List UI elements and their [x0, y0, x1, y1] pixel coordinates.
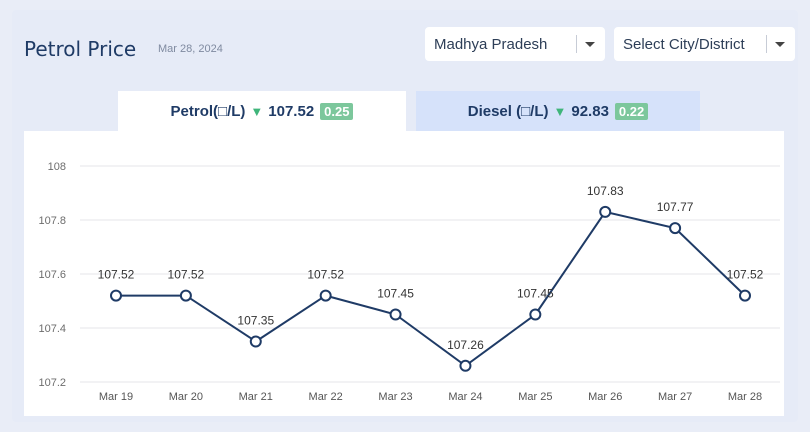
data-point [110, 289, 122, 302]
y-tick-label: 108 [48, 161, 66, 173]
city-select-placeholder: Select City/District [623, 35, 745, 53]
data-label: 107.52 [98, 268, 135, 282]
data-point [669, 222, 682, 235]
x-tick-label: Mar 19 [99, 391, 133, 403]
x-tick-label: Mar 22 [309, 391, 343, 403]
select-divider [576, 35, 577, 53]
chevron-down-icon [585, 41, 595, 47]
y-tick-label: 107.6 [38, 269, 66, 281]
data-label: 107.52 [168, 268, 205, 282]
data-label: 107.35 [237, 314, 274, 328]
data-point [599, 205, 612, 218]
data-point [529, 308, 542, 321]
x-tick-label: Mar 23 [378, 391, 412, 403]
tab-diesel[interactable]: Diesel (□/L) ▼ 92.83 0.22 [416, 91, 700, 131]
y-tick-label: 107.8 [38, 215, 66, 227]
down-arrow-icon: ▼ [553, 103, 567, 119]
data-label: 107.77 [657, 200, 694, 214]
tab-diesel-change-badge: 0.22 [614, 102, 649, 120]
x-tick-label: Mar 25 [518, 391, 552, 403]
data-label: 107.52 [307, 268, 344, 282]
data-point [459, 359, 472, 372]
data-point [249, 335, 262, 348]
data-point [319, 289, 332, 302]
page-title: Petrol Price [24, 37, 137, 61]
x-tick-label: Mar 28 [728, 391, 762, 403]
x-tick-label: Mar 24 [448, 391, 482, 403]
data-point [179, 289, 192, 302]
tab-petrol-label: Petrol(□/L) [170, 102, 246, 120]
data-point [389, 308, 402, 321]
down-arrow-icon: ▼ [250, 103, 264, 119]
city-select[interactable]: Select City/District [614, 27, 795, 61]
data-point [739, 289, 751, 302]
tab-petrol-change-badge: 0.25 [320, 102, 354, 120]
select-divider [766, 35, 767, 53]
tab-petrol-price: 107.52 [268, 102, 315, 120]
x-tick-label: Mar 21 [239, 391, 273, 403]
x-tick-label: Mar 26 [588, 391, 622, 403]
price-series-line [116, 210, 746, 368]
tab-diesel-price: 92.83 [571, 102, 609, 120]
state-select[interactable]: Madhya Pradesh [425, 27, 605, 61]
data-label: 107.45 [377, 287, 414, 301]
tab-petrol[interactable]: Petrol(□/L) ▼ 107.52 0.25 [118, 91, 406, 131]
x-tick-label: Mar 27 [658, 391, 692, 403]
price-date: Mar 28, 2024 [158, 43, 223, 55]
chevron-down-icon [775, 41, 785, 47]
tab-diesel-label: Diesel (□/L) [467, 102, 549, 120]
data-label: 107.83 [587, 184, 624, 198]
y-tick-label: 107.2 [38, 377, 66, 389]
data-label: 107.45 [517, 287, 554, 301]
data-label: 107.26 [447, 338, 484, 352]
x-tick-label: Mar 20 [169, 391, 203, 403]
y-tick-label: 107.4 [38, 323, 66, 335]
state-select-value: Madhya Pradesh [434, 35, 548, 53]
data-label: 107.52 [727, 268, 764, 282]
